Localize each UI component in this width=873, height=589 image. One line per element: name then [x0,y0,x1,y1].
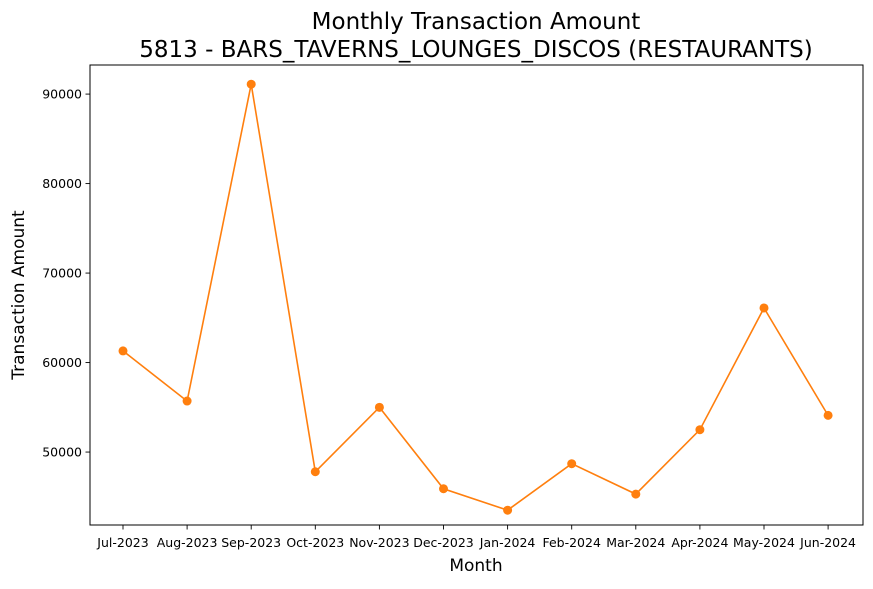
x-axis-label: Month [449,556,502,576]
x-tick-label: Jun-2024 [799,535,856,550]
data-point [759,303,769,313]
data-point [567,459,577,469]
data-point [695,425,705,435]
data-point [246,79,256,89]
y-tick-label: 80000 [42,176,82,191]
axis-ticks: Jul-2023 Aug-2023 Sep-2023 Oct-2023 Nov-2023… [42,87,856,550]
data-point [439,484,448,494]
chart-title: Monthly Transaction Amount [312,9,641,35]
x-tick-label: Aug-2023 [157,535,218,550]
data-point [631,489,641,499]
x-tick-label: Apr-2024 [671,535,728,550]
x-tick-label: Feb-2024 [542,535,601,550]
plot-frame [89,64,864,526]
data-point [503,505,513,515]
y-tick-label: 90000 [42,87,82,102]
y-axis-label: Transaction Amount [9,210,29,381]
data-point [310,467,320,477]
data-point [182,396,192,406]
x-tick-label: Dec-2023 [413,535,474,550]
y-tick-label: 50000 [42,445,82,460]
chart-subtitle: 5813 - BARS_TAVERNS_LOUNGES_DISCOS (REST… [139,37,812,63]
y-tick-label: 70000 [42,266,82,281]
series-line [122,84,829,512]
x-tick-label: Nov-2023 [349,535,409,550]
x-tick-label: Mar-2024 [606,535,665,550]
data-point [374,402,384,412]
series-group [118,79,833,515]
x-tick-label: May-2024 [733,535,795,550]
x-tick-label: Sep-2023 [221,535,281,550]
x-tick-label: Jan-2024 [479,535,536,550]
data-point [823,410,833,420]
y-tick-label: 60000 [42,355,82,370]
data-point [118,346,128,356]
x-tick-label: Jul-2023 [96,535,148,550]
x-tick-label: Oct-2023 [286,535,344,550]
